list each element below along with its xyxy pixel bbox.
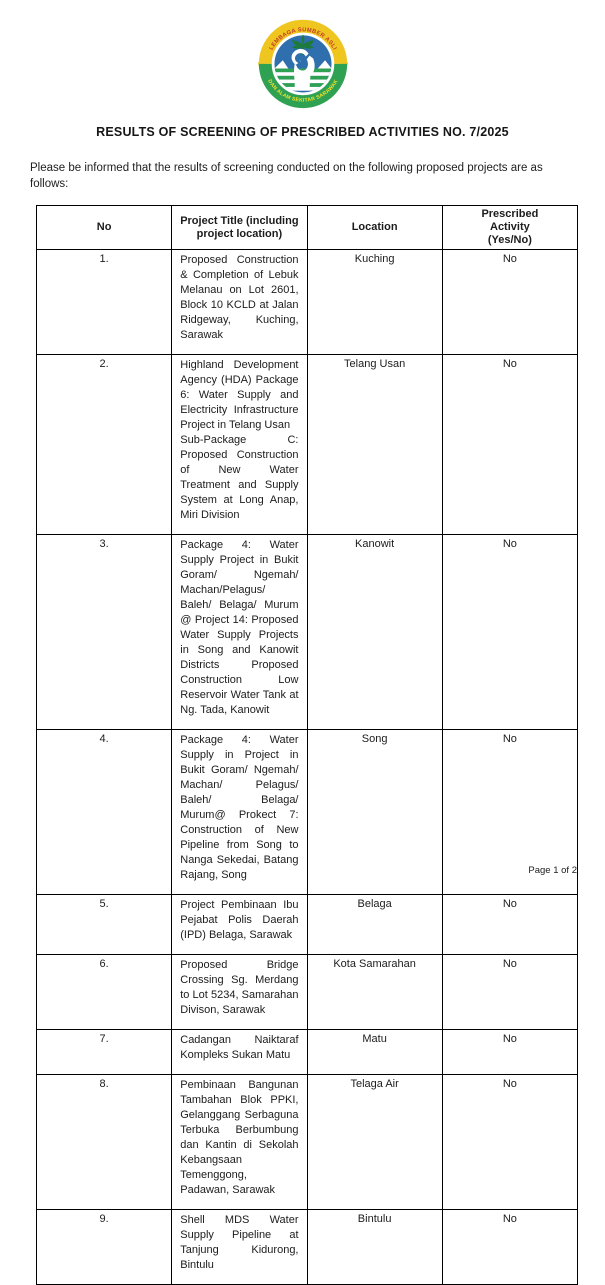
table-row: 2. Highland Development Agency (HDA) Pac… xyxy=(35,354,579,535)
header-no: No xyxy=(35,205,173,250)
project-title-cell: Shell MDS Water Supply Pipeline at Tanju… xyxy=(171,1209,308,1285)
table-row: 5. Project Pembinaan Ibu Pejabat Polis D… xyxy=(35,894,579,955)
table-row: 9. Shell MDS Water Supply Pipeline at Ta… xyxy=(35,1209,579,1285)
table-row: 1. Proposed Construction & Completion of… xyxy=(35,249,579,355)
row-number-cell: 8. xyxy=(35,1074,173,1210)
table-row: 6. Proposed Bridge Crossing Sg. Merdang … xyxy=(35,954,579,1030)
prescribed-activity-cell: No xyxy=(441,534,579,730)
project-title-cell: Highland Development Agency (HDA) Packag… xyxy=(171,354,308,535)
prescribed-activity-cell: No xyxy=(441,894,579,955)
location-cell: Belaga xyxy=(306,894,443,955)
table-row: 4. Package 4: Water Supply in Project in… xyxy=(35,729,579,895)
row-number-cell: 4. xyxy=(35,729,173,895)
location-cell: Telang Usan xyxy=(306,354,443,535)
project-title-cell: Proposed Bridge Crossing Sg. Merdang to … xyxy=(171,954,308,1030)
row-number-cell: 2. xyxy=(35,354,173,535)
project-title-cell: Package 4: Water Supply in Project in Bu… xyxy=(171,729,308,895)
logo-tree-icon xyxy=(291,34,314,56)
document-page: LEMBAGA SUMBER ASLI DAN ALAM SEKITAR SAR… xyxy=(0,17,605,1285)
prescribed-activity-cell: No xyxy=(441,1209,579,1285)
header-location: Location xyxy=(306,205,443,250)
location-cell: Kanowit xyxy=(306,534,443,730)
project-title-cell: Proposed Construction & Completion of Le… xyxy=(171,249,308,355)
screening-results-table: No Project Title (including project loca… xyxy=(35,205,579,1285)
table-row: 8. Pembinaan Bangunan Tambahan Blok PPKI… xyxy=(35,1074,579,1210)
prescribed-activity-cell: No xyxy=(441,954,579,1030)
location-cell: Kuching xyxy=(306,249,443,355)
prescribed-activity-cell: No xyxy=(441,354,579,535)
row-number-cell: 6. xyxy=(35,954,173,1030)
header-project-title: Project Title (including project locatio… xyxy=(171,205,308,250)
table-row: 3. Package 4: Water Supply Project in Bu… xyxy=(35,534,579,730)
logo-hand-water-icon xyxy=(291,49,315,91)
project-title-cell: Package 4: Water Supply Project in Bukit… xyxy=(171,534,308,730)
logo-ring-bottom xyxy=(258,63,347,109)
row-number-cell: 3. xyxy=(35,534,173,730)
header-prescribed-activity: Prescribed Activity (Yes/No) xyxy=(441,205,579,250)
location-cell: Kota Samarahan xyxy=(306,954,443,1030)
row-number-cell: 9. xyxy=(35,1209,173,1285)
prescribed-activity-cell: No xyxy=(441,729,579,895)
location-cell: Telaga Air xyxy=(306,1074,443,1210)
page-title: RESULTS OF SCREENING OF PRESCRIBED ACTIV… xyxy=(96,125,509,139)
prescribed-activity-cell: No xyxy=(441,1029,579,1075)
project-title-cell: Cadangan Naiktaraf Kompleks Sukan Matu xyxy=(171,1029,308,1075)
row-number-cell: 1. xyxy=(35,249,173,355)
project-title-cell: Pembinaan Bangunan Tambahan Blok PPKI, G… xyxy=(171,1074,308,1210)
logo-ring-top xyxy=(258,19,347,65)
table-row: 7. Cadangan Naiktaraf Kompleks Sukan Mat… xyxy=(35,1029,579,1075)
prescribed-activity-cell: No xyxy=(441,1074,579,1210)
location-cell: Matu xyxy=(306,1029,443,1075)
row-number-cell: 7. xyxy=(35,1029,173,1075)
location-cell: Bintulu xyxy=(306,1209,443,1285)
table-header-row: No Project Title (including project loca… xyxy=(35,205,579,250)
page-number: Page 1 of 2 xyxy=(528,865,577,876)
row-number-cell: 5. xyxy=(35,894,173,955)
prescribed-activity-cell: No xyxy=(441,249,579,355)
location-cell: Song xyxy=(306,729,443,895)
project-title-cell: Project Pembinaan Ibu Pejabat Polis Daer… xyxy=(171,894,308,955)
agency-logo-icon: LEMBAGA SUMBER ASLI DAN ALAM SEKITAR SAR… xyxy=(257,19,348,109)
intro-paragraph: Please be informed that the results of s… xyxy=(30,162,543,190)
agency-logo: LEMBAGA SUMBER ASLI DAN ALAM SEKITAR SAR… xyxy=(257,17,349,109)
